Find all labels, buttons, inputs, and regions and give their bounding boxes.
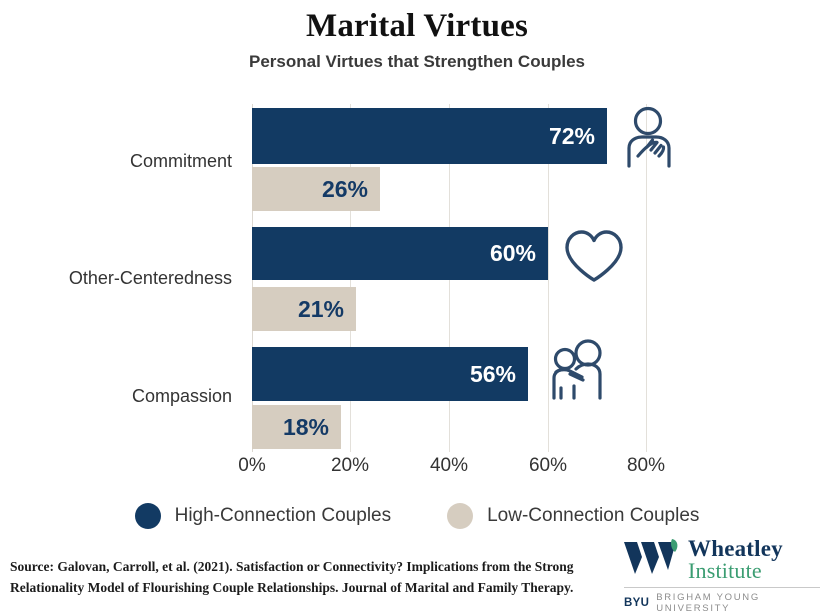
- page-title: Marital Virtues: [305, 8, 529, 44]
- two-people-embracing-icon: [542, 338, 614, 409]
- source-citation: Source: Galovan, Carroll, et al. (2021).…: [10, 559, 574, 595]
- gridline-60: [548, 104, 549, 452]
- logo-text-wheatley: Wheatley: [688, 536, 783, 562]
- page-subtitle: Personal Virtues that Strengthen Couples: [249, 52, 585, 71]
- bar-compassion-low[interactable]: 18%: [252, 405, 341, 449]
- wheatley-institute-logo: Wheatley Institute BYU BRIGHAM YOUNG UNI…: [622, 536, 828, 614]
- category-label-other-centeredness: Other-Centeredness: [68, 268, 232, 288]
- heart-outline-icon: [562, 228, 626, 291]
- chart-legend: High-Connection Couples Low-Connection C…: [0, 503, 834, 529]
- legend-swatch-high-icon: [134, 503, 161, 529]
- bar-other-centeredness-high[interactable]: 60%: [252, 227, 548, 280]
- x-tick-80: 80%: [626, 455, 666, 476]
- x-tick-60: 60%: [528, 455, 568, 476]
- bar-value-commitment-high: 72%: [548, 122, 595, 149]
- bar-value-compassion-high: 56%: [469, 360, 516, 387]
- bar-commitment-high[interactable]: 72%: [252, 108, 607, 164]
- bar-value-compassion-low: 18%: [282, 413, 329, 440]
- bar-value-other-centeredness-high: 60%: [489, 240, 536, 266]
- x-tick-0: 0%: [238, 455, 266, 476]
- chart-plot-area: 72% 26% 60% 21% 56% 18%: [252, 104, 647, 452]
- logo-text-byu: BYU: [624, 597, 650, 609]
- logo-main-row: Wheatley Institute: [622, 536, 828, 584]
- legend-swatch-low-icon: [447, 503, 474, 529]
- x-tick-40: 40%: [429, 455, 469, 476]
- legend-item-high-connection[interactable]: High-Connection Couples: [134, 503, 392, 529]
- logo-divider: [624, 587, 820, 588]
- legend-label-low-connection: Low-Connection Couples: [487, 505, 700, 526]
- category-label-commitment: Commitment: [129, 151, 232, 171]
- legend-item-low-connection[interactable]: Low-Connection Couples: [447, 503, 699, 529]
- logo-byu-row: BYU BRIGHAM YOUNG UNIVERSITY: [622, 592, 828, 614]
- gridline-80: [646, 104, 647, 452]
- person-hand-on-heart-icon: [614, 104, 684, 179]
- category-label-compassion: Compassion: [131, 386, 232, 406]
- x-tick-20: 20%: [330, 455, 370, 476]
- logo-text-byu-full: BRIGHAM YOUNG UNIVERSITY: [656, 592, 760, 614]
- legend-label-high-connection: High-Connection Couples: [174, 505, 392, 526]
- bar-value-commitment-low: 26%: [321, 175, 368, 202]
- bar-compassion-high[interactable]: 56%: [252, 347, 528, 401]
- bar-commitment-low[interactable]: 26%: [252, 167, 380, 211]
- logo-text-institute: Institute: [688, 558, 762, 584]
- logo-wordmark: Wheatley Institute: [688, 536, 783, 584]
- bar-other-centeredness-low[interactable]: 21%: [252, 287, 356, 331]
- wheatley-w-mark-icon: [622, 537, 680, 584]
- bar-value-other-centeredness-low: 21%: [297, 295, 344, 322]
